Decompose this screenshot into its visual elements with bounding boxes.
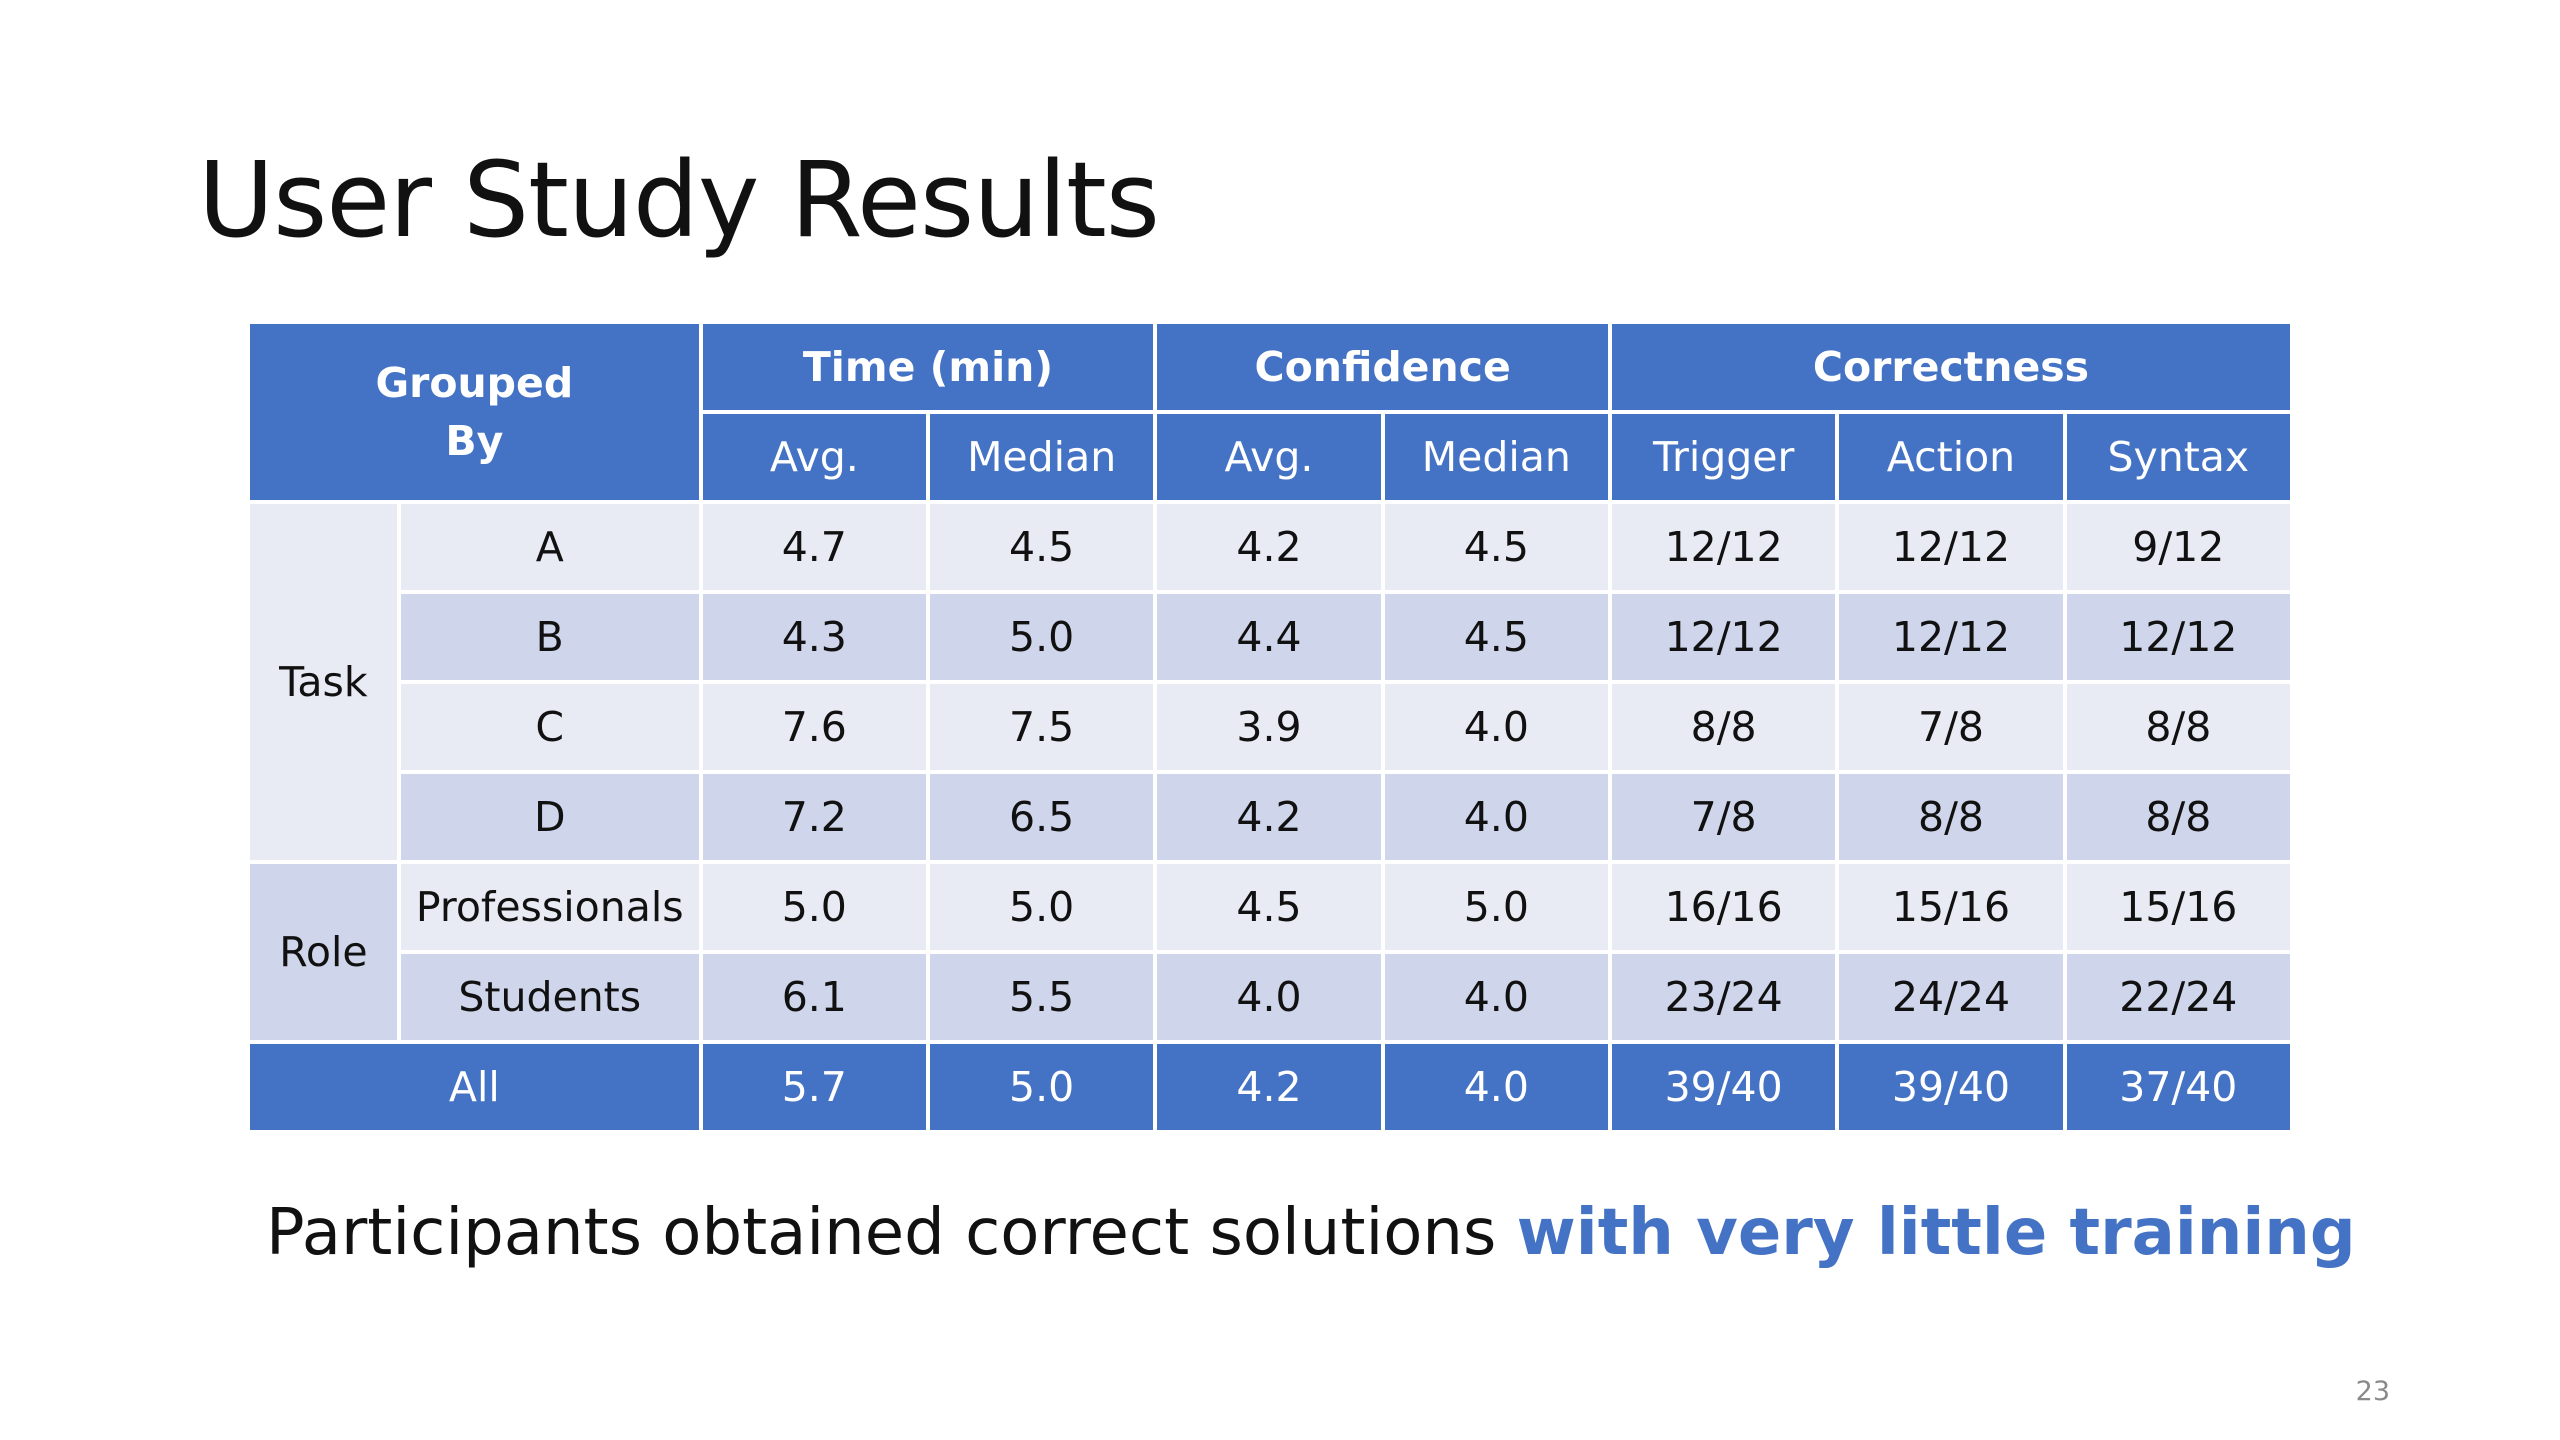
table-cell: 16/16 [1611, 864, 1836, 950]
table-cell: 15/16 [1839, 864, 2063, 950]
table-cell: 4.0 [1384, 684, 1608, 770]
header-row-sub: Avg. Median Avg. Median Trigger Action S… [250, 414, 2290, 500]
table-cell: 8/8 [1839, 774, 2063, 860]
table-cell: 9/12 [2066, 504, 2290, 590]
table-cell: 22/24 [2066, 954, 2290, 1040]
row-label: A [400, 504, 699, 590]
correctness-group-header: Correctness [1611, 324, 2290, 410]
correctness-trigger-header: Trigger [1611, 414, 1836, 500]
total-row: All 5.7 5.0 4.2 4.0 39/40 39/40 37/40 [250, 1044, 2290, 1130]
header-row-top: Grouped By Time (min) Confidence Correct… [250, 324, 2290, 500]
table-cell: 4.3 [702, 594, 926, 680]
table-cell: 4.2 [1157, 774, 1381, 860]
table-cell: 5.5 [929, 954, 1154, 1040]
table-cell: 5.0 [929, 864, 1154, 950]
table-cell: 7/8 [1839, 684, 2063, 770]
total-cell: 39/40 [1611, 1044, 1836, 1130]
total-cell: 4.0 [1384, 1044, 1608, 1130]
table-cell: 12/12 [1611, 594, 1836, 680]
table-cell: 8/8 [2066, 774, 2290, 860]
total-cell: 4.2 [1157, 1044, 1381, 1130]
correctness-syntax-header: Syntax [2066, 414, 2290, 500]
table-cell: 4.0 [1157, 954, 1381, 1040]
total-cell: 5.7 [702, 1044, 926, 1130]
row-label: Students [400, 954, 699, 1040]
row-label: B [400, 594, 699, 680]
time-group-header: Time (min) [702, 324, 1154, 410]
table-cell: 8/8 [1611, 684, 1836, 770]
total-cell: 39/40 [1839, 1044, 2063, 1130]
row-label: D [400, 774, 699, 860]
table-row: C 7.6 7.5 3.9 4.0 8/8 7/8 8/8 [250, 684, 2290, 770]
table-cell: 7/8 [1611, 774, 1836, 860]
table-cell: 4.0 [1384, 774, 1608, 860]
results-table: Grouped By Time (min) Confidence Correct… [246, 320, 2294, 1134]
table-row: Students 6.1 5.5 4.0 4.0 23/24 24/24 22/… [250, 954, 2290, 1040]
grouped-by-header: Grouped By [250, 324, 699, 500]
table-cell: 4.0 [1384, 954, 1608, 1040]
table-cell: 3.9 [1157, 684, 1381, 770]
table-cell: 4.7 [702, 504, 926, 590]
row-group-role: Role [250, 864, 397, 1040]
slide-title: User Study Results [198, 139, 1160, 261]
table-cell: 12/12 [2066, 594, 2290, 680]
table-cell: 12/12 [1611, 504, 1836, 590]
page-number: 23 [2355, 1376, 2390, 1407]
total-label: All [250, 1044, 699, 1130]
table-row: Role Professionals 5.0 5.0 4.5 5.0 16/16… [250, 864, 2290, 1040]
table-cell: 4.5 [1384, 504, 1608, 590]
table-row: Task A 4.7 4.5 4.2 4.5 12/12 12/12 9/12 [250, 504, 2290, 860]
table-cell: 24/24 [1839, 954, 2063, 1040]
table-cell: 4.5 [1157, 864, 1381, 950]
table-cell: 4.4 [1157, 594, 1381, 680]
slide-caption: Participants obtained correct solutions … [266, 1196, 2356, 1270]
table-cell: 4.2 [1157, 504, 1381, 590]
table-row: D 7.2 6.5 4.2 4.0 7/8 8/8 8/8 [250, 774, 2290, 860]
table-cell: 12/12 [1839, 594, 2063, 680]
table-cell: 7.5 [929, 684, 1154, 770]
confidence-group-header: Confidence [1157, 324, 1608, 410]
table-cell: 12/12 [1839, 504, 2063, 590]
table-cell: 5.0 [702, 864, 926, 950]
correctness-action-header: Action [1839, 414, 2063, 500]
table-cell: 15/16 [2066, 864, 2290, 950]
table-cell: 23/24 [1611, 954, 1836, 1040]
confidence-median-header: Median [1384, 414, 1608, 500]
table-cell: 5.0 [1384, 864, 1608, 950]
table-cell: 4.5 [1384, 594, 1608, 680]
caption-plain: Participants obtained correct solutions [266, 1196, 1517, 1270]
table-cell: 7.6 [702, 684, 926, 770]
table-cell: 6.5 [929, 774, 1154, 860]
table-cell: 6.1 [702, 954, 926, 1040]
row-label: Professionals [400, 864, 699, 950]
total-cell: 5.0 [929, 1044, 1154, 1130]
caption-emphasis: with very little training [1516, 1196, 2356, 1270]
row-group-task: Task [250, 504, 397, 860]
table-cell: 8/8 [2066, 684, 2290, 770]
table-cell: 4.5 [929, 504, 1154, 590]
row-label: C [400, 684, 699, 770]
table-row: B 4.3 5.0 4.4 4.5 12/12 12/12 12/12 [250, 594, 2290, 680]
time-avg-header: Avg. [702, 414, 926, 500]
time-median-header: Median [929, 414, 1154, 500]
table-cell: 5.0 [929, 594, 1154, 680]
table-cell: 7.2 [702, 774, 926, 860]
confidence-avg-header: Avg. [1157, 414, 1381, 500]
total-cell: 37/40 [2066, 1044, 2290, 1130]
